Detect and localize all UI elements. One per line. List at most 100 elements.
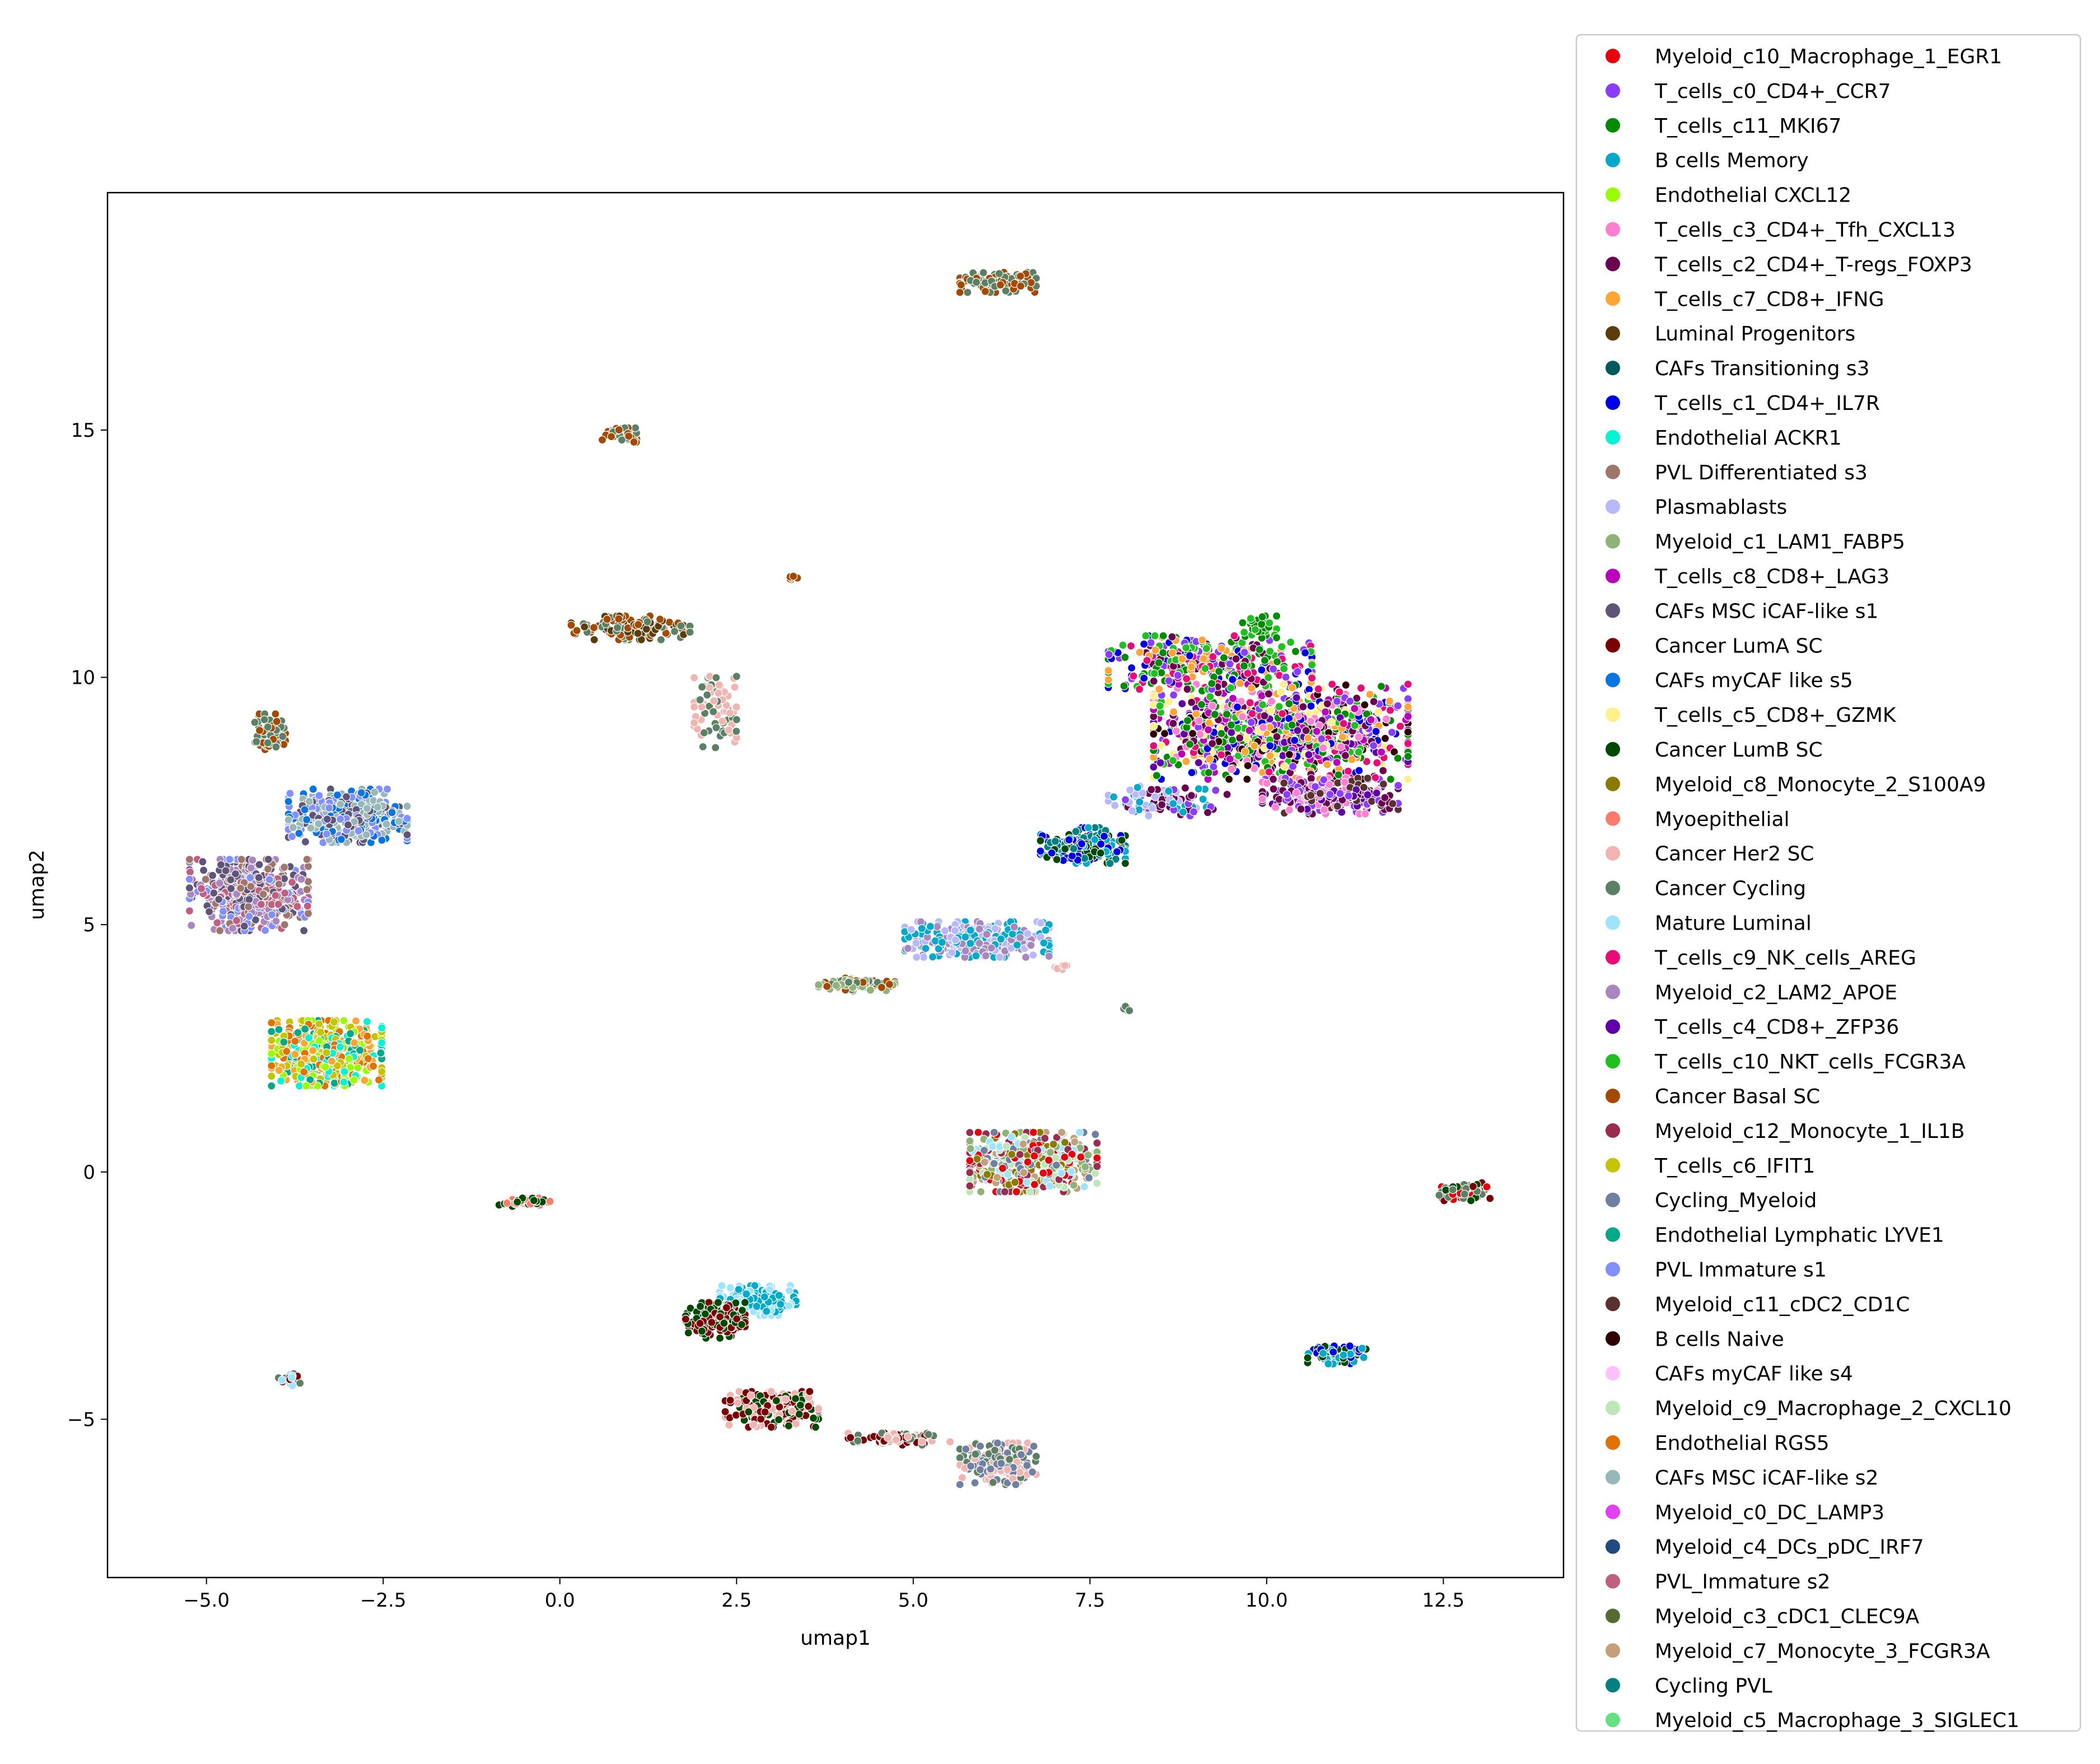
scatter-point	[1293, 726, 1302, 735]
scatter-point	[1019, 1168, 1028, 1177]
scatter-point	[1332, 697, 1342, 706]
scatter-point	[344, 1054, 353, 1063]
scatter-point	[1077, 839, 1086, 848]
scatter-point	[1243, 669, 1252, 678]
scatter-point	[329, 1018, 339, 1026]
scatter-point	[940, 926, 950, 935]
scatter-point	[983, 1170, 992, 1179]
scatter-point	[1260, 656, 1270, 665]
scatter-point	[1069, 1180, 1079, 1189]
scatter-point	[1319, 744, 1328, 753]
scatter-point	[1105, 858, 1114, 868]
scatter-point	[742, 1290, 751, 1299]
scatter-point	[1046, 1182, 1054, 1191]
scatter-point	[1093, 1162, 1102, 1171]
scatter-point	[1323, 760, 1332, 769]
scatter-point	[1243, 761, 1252, 770]
scatter-point	[866, 986, 875, 995]
scatter-point	[349, 1075, 358, 1085]
scatter-point	[208, 871, 217, 880]
scatter-point	[814, 981, 823, 990]
scatter-point	[1360, 700, 1369, 710]
scatter-point	[1225, 660, 1234, 669]
scatter-point	[996, 935, 1006, 944]
scatter-point	[1306, 791, 1315, 800]
scatter-point	[1112, 847, 1122, 856]
scatter-point	[1152, 771, 1161, 780]
scatter-point	[1204, 768, 1213, 777]
scatter-point	[1104, 650, 1113, 659]
scatter-point	[1287, 683, 1297, 692]
scatter-point	[236, 884, 245, 893]
scatter-point	[267, 1061, 276, 1070]
scatter-point	[1339, 1351, 1348, 1360]
scatter-point	[1279, 680, 1288, 689]
scatter-point	[267, 1018, 276, 1028]
scatter-point	[300, 805, 309, 814]
scatter-point	[1149, 762, 1158, 772]
scatter-point	[1010, 1178, 1020, 1187]
scatter-point	[1071, 827, 1080, 836]
scatter-point	[844, 978, 853, 987]
scatter-point	[1199, 654, 1208, 664]
scatter-point	[295, 829, 304, 838]
scatter-point	[1084, 1173, 1094, 1182]
scatter-point	[245, 912, 254, 921]
scatter-point	[1194, 784, 1203, 794]
scatter-point	[1341, 680, 1350, 689]
scatter-point	[327, 1057, 337, 1066]
scatter-point	[903, 944, 912, 953]
scatter-point	[1328, 680, 1337, 689]
scatter-point	[1266, 752, 1275, 760]
scatter-point	[1311, 782, 1320, 791]
scatter-point	[1149, 676, 1158, 685]
scatter-point	[1211, 786, 1220, 795]
scatter-point	[1169, 719, 1178, 728]
scatter-point	[1023, 929, 1032, 939]
scatter-point	[1182, 757, 1191, 766]
scatter-point	[1245, 698, 1254, 707]
scatter-point	[1228, 735, 1237, 745]
scatter-point	[1180, 783, 1190, 792]
scatter-point	[734, 1285, 743, 1294]
scatter-point	[1217, 644, 1226, 653]
scatter-point	[1041, 926, 1050, 935]
scatter-point	[1204, 725, 1213, 734]
scatter-point	[333, 791, 342, 800]
scatter-point	[991, 924, 1000, 934]
scatter-point	[357, 788, 366, 797]
scatter-point	[823, 982, 832, 991]
scatter-point	[1194, 758, 1203, 767]
scatter-point	[1317, 734, 1326, 743]
scatter-point	[1380, 734, 1390, 743]
scatter-point	[1468, 1182, 1478, 1191]
scatter-point	[363, 1054, 372, 1063]
scatter-point	[1269, 665, 1278, 674]
scatter-point	[1029, 1128, 1038, 1137]
scatter-point	[1306, 774, 1315, 783]
scatter-point	[1141, 631, 1150, 641]
scatter-point	[1250, 741, 1259, 750]
scatter-point	[305, 797, 314, 806]
scatter-point	[265, 875, 274, 884]
scatter-point	[1354, 732, 1363, 741]
scatter-point	[1081, 1163, 1090, 1172]
scatter-point	[1260, 711, 1269, 720]
scatter-point	[1091, 1130, 1100, 1139]
scatter-point	[339, 1077, 348, 1086]
scatter-point	[961, 932, 970, 941]
scatter-point	[1306, 717, 1315, 726]
scatter-point	[1304, 734, 1313, 743]
scatter-point	[1109, 792, 1118, 801]
scatter-point	[1233, 702, 1242, 712]
scatter-point	[1228, 675, 1237, 684]
scatter-point	[684, 1328, 693, 1337]
scatter-point	[1277, 642, 1286, 651]
scatter-point	[1126, 641, 1136, 651]
scatter-point	[1264, 767, 1273, 777]
scatter-point	[1393, 754, 1402, 763]
scatter-point	[377, 1038, 386, 1047]
scatter-point	[382, 820, 391, 829]
scatter-point	[1069, 844, 1078, 853]
scatter-point	[1047, 848, 1056, 857]
